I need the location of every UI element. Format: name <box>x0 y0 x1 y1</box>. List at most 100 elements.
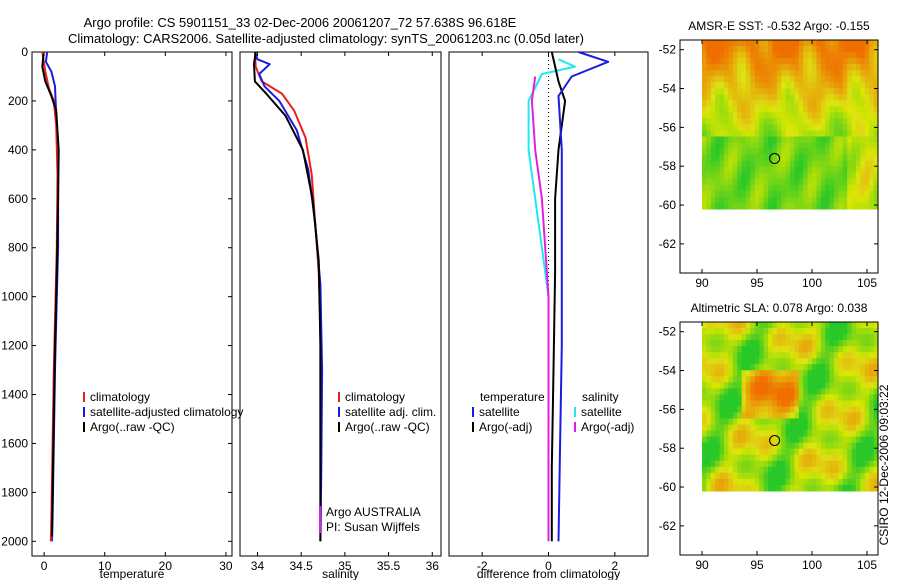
sst-map-heatmap-cell <box>763 118 769 125</box>
sst-map-heatmap-cell <box>798 52 804 59</box>
sla-map-heatmap-cell <box>715 418 721 426</box>
sst-map-heatmap-cell <box>754 76 760 83</box>
sla-map-heatmap-cell <box>754 340 760 347</box>
sla-map-heatmap-cell <box>746 454 751 462</box>
sst-map-heatmap-cell <box>794 190 800 198</box>
sla-map-heatmap-cell <box>759 388 765 395</box>
sla-map-heatmap-cell <box>820 328 826 335</box>
sst-map-heatmap-cell <box>869 46 875 53</box>
sla-map-heatmap-cell <box>812 424 817 432</box>
sla-map-heatmap-cell <box>715 406 721 414</box>
sst-map-heatmap-cell <box>724 58 729 65</box>
sst-map-heatmap-cell <box>776 202 782 210</box>
sla-map-heatmap-cell <box>829 424 835 432</box>
sla-map-heatmap-cell <box>834 352 839 359</box>
sst-map-heatmap-cell <box>825 70 831 77</box>
sla-map-heatmap-cell <box>759 460 765 468</box>
sla-map-heatmap-cell <box>829 382 835 389</box>
sst-map-heatmap-cell <box>803 154 809 162</box>
sla-map-heatmap-cell <box>838 328 844 335</box>
sla-map-heatmap-cell <box>873 382 879 389</box>
sla-map-heatmap-cell <box>759 454 765 462</box>
sla-map-heatmap-cell <box>732 322 738 329</box>
sst-map-heatmap-cell <box>732 148 738 156</box>
sst-map-heatmap-cell <box>746 196 751 204</box>
sla-map-heatmap-cell <box>803 460 809 468</box>
sla-map-heatmap-cell <box>781 394 787 401</box>
sla-map-heatmap-cell <box>807 388 813 395</box>
sla-map-heatmap-cell <box>737 334 743 341</box>
sla-map-heatmap-cell <box>785 376 791 383</box>
sst-map-heatmap-cell <box>834 154 839 162</box>
sst-map-heatmap-cell <box>763 184 769 192</box>
sla-map-heatmap-cell <box>759 484 765 492</box>
sst-map-heatmap-cell <box>790 100 795 107</box>
sst-map-heatmap-cell <box>728 190 734 198</box>
sst-map-heatmap-cell <box>847 142 853 150</box>
sst-map-heatmap-cell <box>794 88 800 95</box>
sla-map-heatmap-cell <box>746 322 751 329</box>
sla-map-heatmap-cell <box>803 442 809 450</box>
sst-map-heatmap-cell <box>754 202 760 210</box>
sst-map-heatmap-cell <box>860 172 866 180</box>
sst-map-heatmap-cell <box>794 82 800 89</box>
sla-map-heatmap-cell <box>746 406 751 414</box>
sst-map-heatmap-cell <box>873 64 879 71</box>
sla-map-heatmap-cell <box>750 370 756 377</box>
sst-map-heatmap-cell <box>710 64 716 71</box>
sla-map-heatmap-cell <box>754 394 760 401</box>
sla-map-heatmap-cell <box>746 346 751 353</box>
sla-map-heatmap-cell <box>873 322 879 329</box>
sla-map-heatmap-cell <box>834 406 839 414</box>
sla-map-heatmap-cell <box>847 400 853 407</box>
sla-map-heatmap-cell <box>746 436 751 444</box>
sst-map-heatmap-cell <box>759 166 765 174</box>
sla-map-heatmap-cell <box>873 454 879 462</box>
sla-map-heatmap-cell <box>790 448 795 456</box>
sla-map-heatmap-cell <box>860 346 866 353</box>
sla-map-heatmap-cell <box>873 430 879 438</box>
sst-map-heatmap-cell <box>869 82 875 89</box>
sla-map-heatmap-cell <box>750 448 756 456</box>
sst-map-heatmap-cell <box>816 82 822 89</box>
sst-map-heatmap-cell <box>812 106 817 113</box>
sla-map-heatmap-cell <box>776 448 782 456</box>
sst-map-heatmap-cell <box>864 130 870 138</box>
sst-map-heatmap-cell <box>847 100 853 107</box>
sst-map-heatmap-cell <box>860 196 866 204</box>
sla-map-heatmap-cell <box>803 400 809 407</box>
sst-map-heatmap-cell <box>763 64 769 71</box>
sla-map-heatmap-cell <box>873 388 879 395</box>
salt-series-line <box>253 51 322 542</box>
sst-map-heatmap-cell <box>873 148 879 156</box>
sla-map-heatmap-cell <box>728 346 734 353</box>
sst-map-heatmap-cell <box>798 154 804 162</box>
sst-map-heatmap-cell <box>790 118 795 125</box>
sla-map-heatmap-cell <box>710 382 716 389</box>
sst-map-heatmap-cell <box>798 166 804 174</box>
sla-map-heatmap-cell <box>776 454 782 462</box>
sst-map-heatmap-cell <box>768 136 773 144</box>
sst-map-heatmap-cell <box>768 118 773 125</box>
sst-map-heatmap-cell <box>820 100 826 107</box>
sla-map-heatmap-cell <box>724 364 729 371</box>
sla-map-heatmap-cell <box>847 382 853 389</box>
sst-map-heatmap-cell <box>715 166 721 174</box>
sla-map-heatmap-cell <box>728 430 734 438</box>
sla-map-heatmap-cell <box>834 412 839 420</box>
sst-map-heatmap-cell <box>829 202 835 210</box>
sla-map-heatmap-cell <box>781 466 787 474</box>
sst-map-heatmap-cell <box>825 154 831 162</box>
sst-map-heatmap-cell <box>781 154 787 162</box>
sst-map-heatmap-cell <box>741 160 747 168</box>
sla-map-heatmap-cell <box>702 442 707 450</box>
sst-map-heatmap-cell <box>798 46 804 53</box>
sla-map-heatmap-cell <box>851 406 857 414</box>
sst-map-heatmap-cell <box>781 148 787 156</box>
sst-map-heatmap-cell <box>829 46 835 53</box>
sst-map-heatmap-cell <box>785 88 791 95</box>
sla-map-heatmap-cell <box>741 430 747 438</box>
sla-map-heatmap-cell <box>741 412 747 420</box>
sst-map-heatmap-cell <box>838 148 844 156</box>
sst-map-heatmap-cell <box>834 196 839 204</box>
